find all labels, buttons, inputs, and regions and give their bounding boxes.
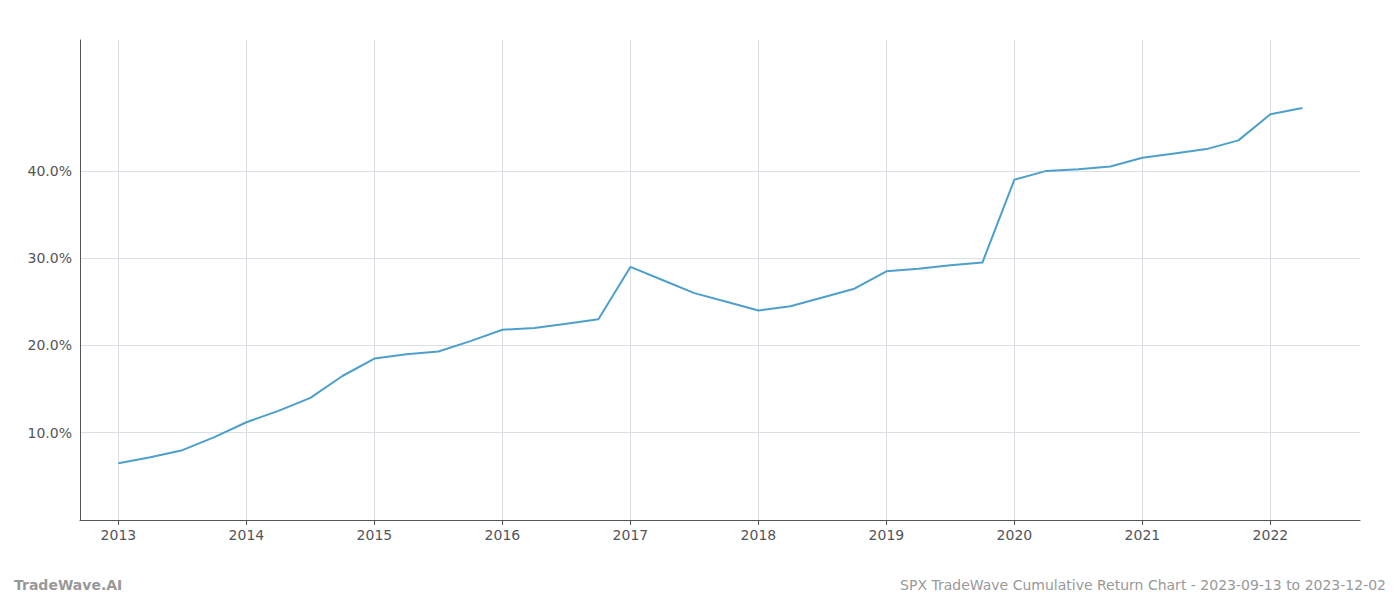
svg-text:2016: 2016: [485, 527, 521, 543]
svg-text:2015: 2015: [357, 527, 393, 543]
svg-text:TradeWave.AI: TradeWave.AI: [14, 577, 122, 593]
svg-text:40.0%: 40.0%: [28, 163, 72, 179]
svg-text:10.0%: 10.0%: [28, 425, 72, 441]
svg-text:20.0%: 20.0%: [28, 337, 72, 353]
svg-text:2021: 2021: [1125, 527, 1161, 543]
svg-text:SPX TradeWave Cumulative Retur: SPX TradeWave Cumulative Return Chart - …: [900, 577, 1386, 593]
svg-text:2014: 2014: [229, 527, 265, 543]
svg-text:2013: 2013: [101, 527, 137, 543]
svg-text:2019: 2019: [869, 527, 905, 543]
svg-text:2018: 2018: [741, 527, 777, 543]
svg-text:30.0%: 30.0%: [28, 250, 72, 266]
svg-text:2022: 2022: [1253, 527, 1289, 543]
svg-text:2017: 2017: [613, 527, 649, 543]
svg-text:2020: 2020: [997, 527, 1033, 543]
